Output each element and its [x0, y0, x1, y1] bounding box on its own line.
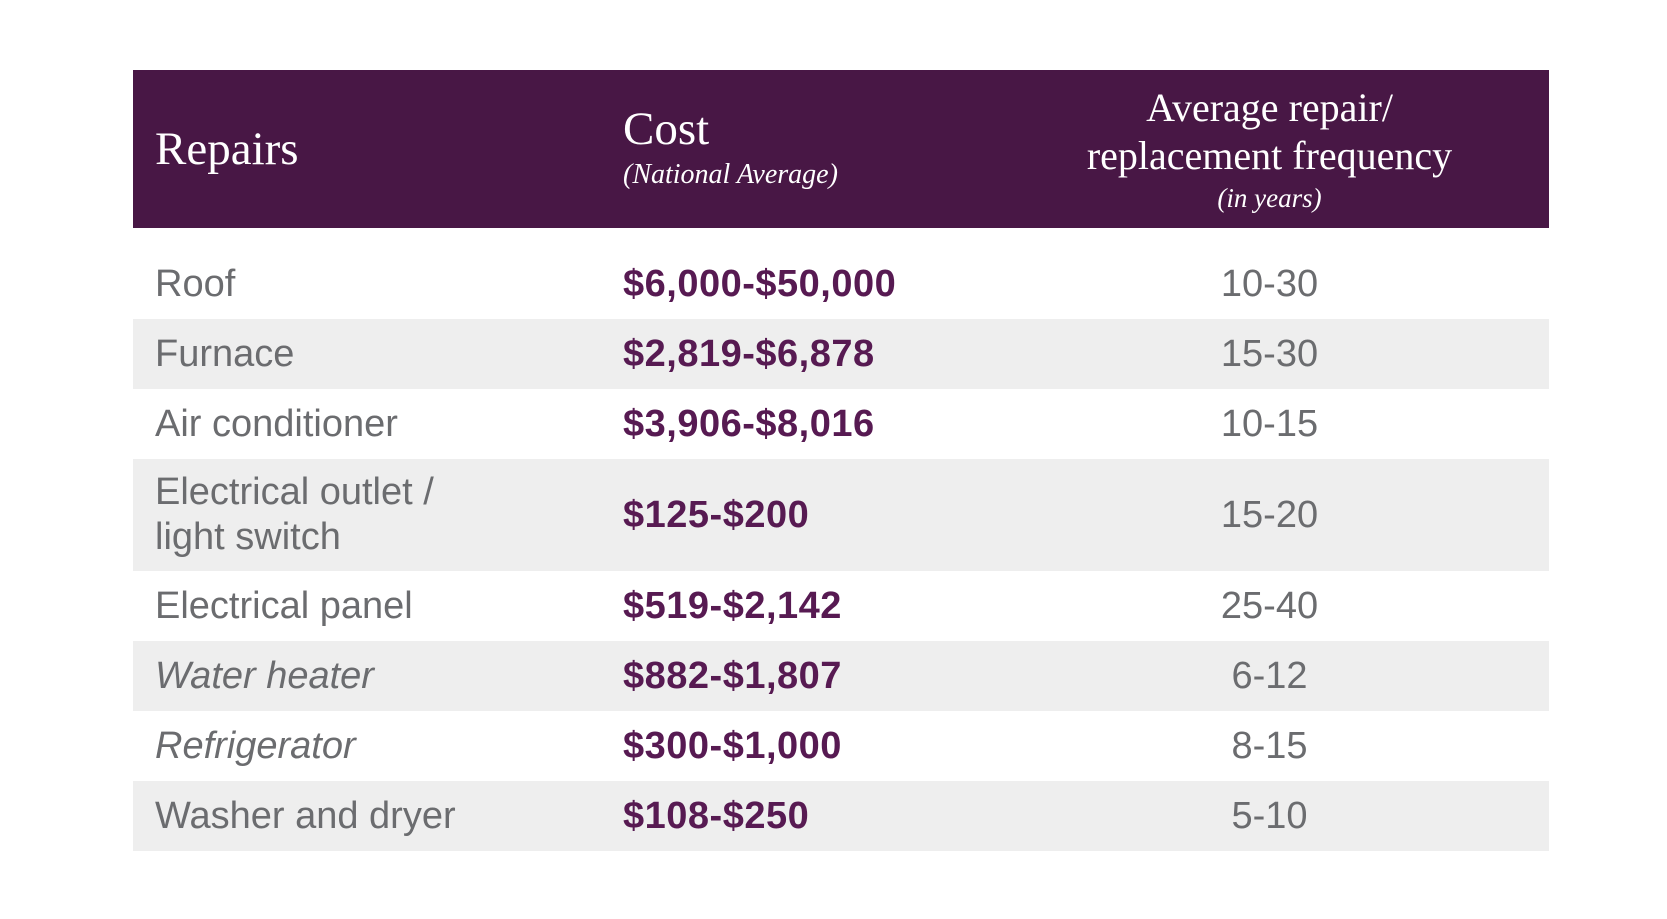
repair-name-cell: Electrical outlet / light switch — [155, 471, 434, 558]
header-cost: Cost (National Average) — [623, 106, 990, 191]
header-repairs: Repairs — [155, 122, 299, 175]
cost-cell: $519-$2,142 — [623, 584, 842, 627]
cost-cell: $125-$200 — [623, 493, 810, 536]
table-header-row: Repairs Cost (National Average) Average … — [133, 70, 1549, 228]
repair-name-cell: Washer and dryer — [155, 794, 456, 837]
frequency-cell: 15-20 — [1220, 493, 1319, 536]
repair-name-cell: Refrigerator — [155, 724, 356, 767]
frequency-cell: 5-10 — [1231, 794, 1308, 837]
repair-name-cell: Air conditioner — [155, 402, 398, 445]
header-frequency-line1: Average repair/ — [1146, 85, 1393, 131]
header-frequency: Average repair/ replacement frequency (i… — [990, 84, 1549, 214]
table-row: Roof $6,000-$50,000 10-30 — [133, 249, 1549, 319]
header-frequency-subtitle: (in years) — [1217, 183, 1322, 214]
repair-name-cell: Furnace — [155, 332, 295, 375]
table-row: Furnace $2,819-$6,878 15-30 — [133, 319, 1549, 389]
table-row: Electrical outlet / light switch $125-$2… — [133, 459, 1549, 571]
frequency-cell: 8-15 — [1231, 724, 1308, 767]
repair-name-cell: Roof — [155, 262, 236, 305]
cost-cell: $300-$1,000 — [623, 724, 842, 767]
frequency-cell: 10-15 — [1220, 402, 1319, 445]
repair-name-cell: Water heater — [155, 654, 374, 697]
cost-cell: $2,819-$6,878 — [623, 332, 875, 375]
header-frequency-line2: replacement frequency — [1086, 133, 1453, 179]
header-cost-subtitle: (National Average) — [623, 159, 838, 191]
frequency-cell: 25-40 — [1220, 584, 1319, 627]
table-row: Water heater $882-$1,807 6-12 — [133, 641, 1549, 711]
cost-cell: $3,906-$8,016 — [623, 402, 875, 445]
repair-cost-table: Repairs Cost (National Average) Average … — [133, 70, 1549, 851]
frequency-cell: 15-30 — [1220, 332, 1319, 375]
cost-cell: $882-$1,807 — [623, 654, 842, 697]
table-row: Refrigerator $300-$1,000 8-15 — [133, 711, 1549, 781]
table-row: Washer and dryer $108-$250 5-10 — [133, 781, 1549, 851]
repair-name-cell: Electrical panel — [155, 584, 413, 627]
frequency-cell: 6-12 — [1231, 654, 1308, 697]
table-body: Roof $6,000-$50,000 10-30 Furnace $2,819… — [133, 228, 1549, 851]
table-row: Air conditioner $3,906-$8,016 10-15 — [133, 389, 1549, 459]
table-row: Electrical panel $519-$2,142 25-40 — [133, 571, 1549, 641]
frequency-cell: 10-30 — [1220, 262, 1319, 305]
cost-cell: $6,000-$50,000 — [623, 262, 897, 305]
cost-cell: $108-$250 — [623, 794, 810, 837]
header-cost-title: Cost — [623, 103, 710, 156]
